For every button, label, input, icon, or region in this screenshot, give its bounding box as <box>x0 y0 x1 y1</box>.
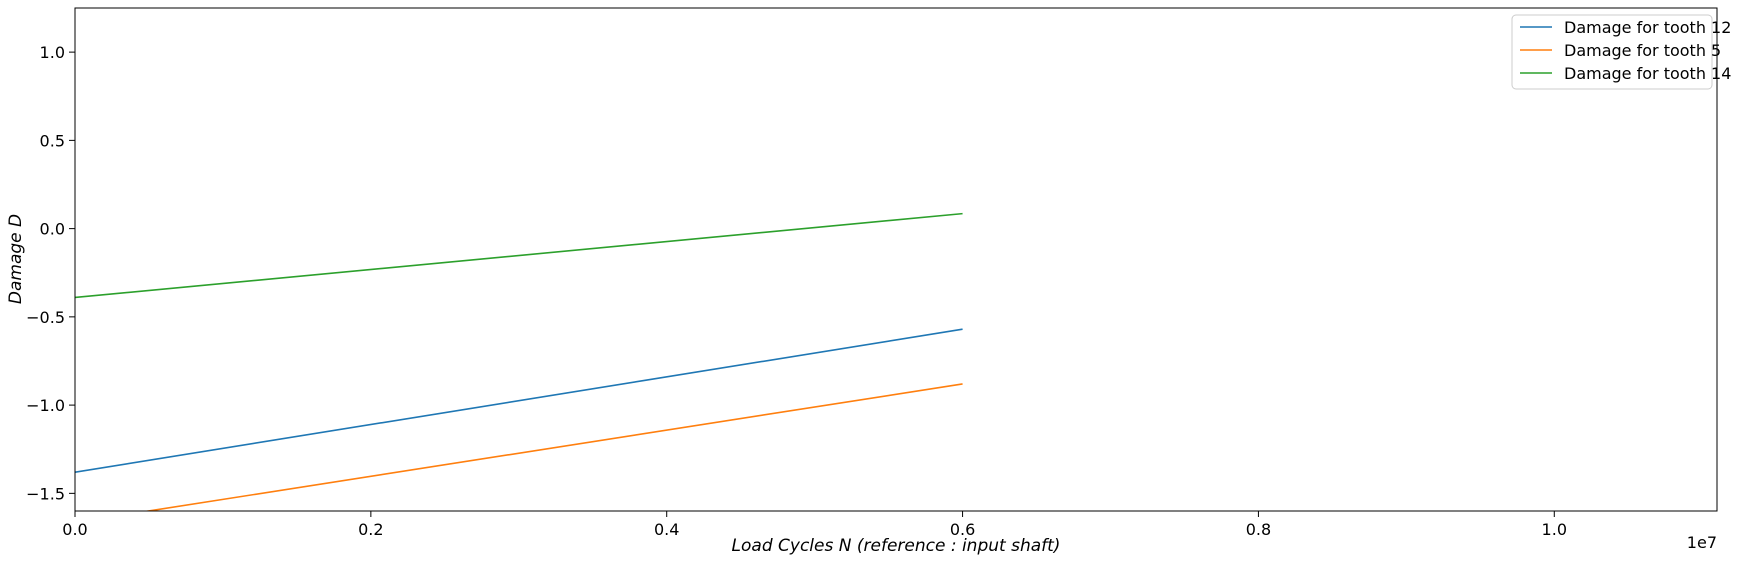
legend-label-2: Damage for tooth 5 <box>1564 41 1721 60</box>
y-tick-label: 1.0 <box>40 43 65 62</box>
x-tick-label: 1.0 <box>1542 520 1567 539</box>
x-tick-label: 0.0 <box>62 520 87 539</box>
x-axis-multiplier: 1e7 <box>1687 533 1717 552</box>
plot-frame <box>74 7 1718 512</box>
y-tick-label: −1.5 <box>26 484 65 503</box>
series-line-2 <box>143 383 963 511</box>
legend-box <box>1511 14 1713 90</box>
legend: Damage for tooth 12 Damage for tooth 5 Dam… <box>1511 14 1731 90</box>
x-tick-label: 0.6 <box>950 520 975 539</box>
y-tick-label: −1.0 <box>26 396 65 415</box>
x-axis: 0.0 0.2 0.4 0.6 0.8 1.0 <box>62 511 1567 539</box>
y-tick-label: 0.5 <box>40 131 65 150</box>
series-line-3 <box>75 212 963 299</box>
series-layer <box>75 212 963 511</box>
x-tick-label: 0.4 <box>654 520 679 539</box>
series-line-1 <box>75 328 963 473</box>
y-tick-label: −0.5 <box>26 308 65 327</box>
y-tick-label: 0.0 <box>40 220 65 239</box>
x-axis-label: Load Cycles N (reference : input shaft) <box>732 536 1061 556</box>
x-tick-label: 0.8 <box>1246 520 1271 539</box>
legend-label-3: Damage for tooth 14 <box>1564 64 1731 83</box>
x-tick-label: 0.2 <box>358 520 383 539</box>
y-axis: −1.5 −1.0 −0.5 0.0 0.5 1.0 <box>26 43 75 503</box>
legend-label-1: Damage for tooth 12 <box>1564 18 1731 37</box>
y-axis-label: Damage D <box>6 214 26 304</box>
